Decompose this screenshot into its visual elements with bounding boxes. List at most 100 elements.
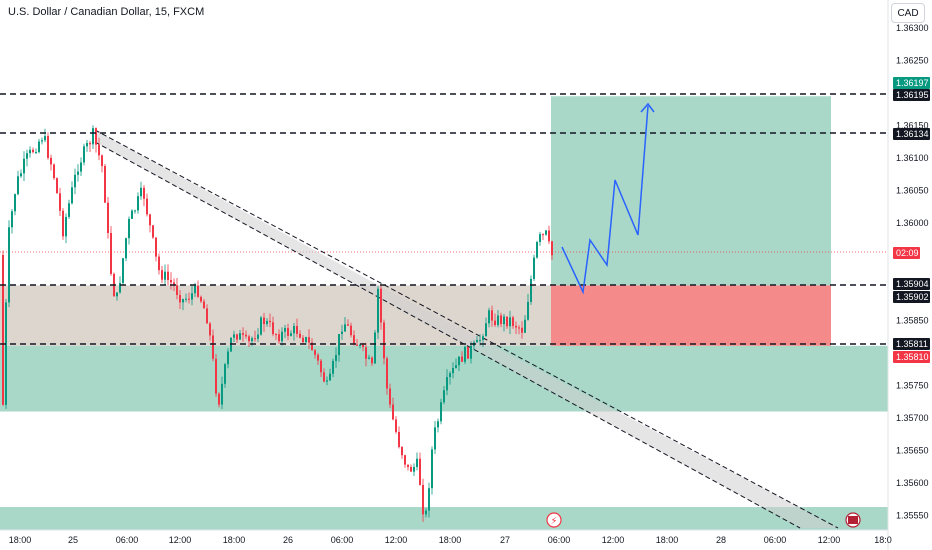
- candle-body: [17, 176, 19, 195]
- level-price-tag-box: [893, 291, 930, 303]
- price-tick-label: 1.36050: [896, 186, 929, 196]
- candle-body: [83, 146, 85, 163]
- candle-body: [353, 335, 355, 345]
- candle-body: [338, 334, 340, 356]
- candle-body: [464, 346, 466, 362]
- projection-path: [561, 105, 649, 295]
- candle-body: [77, 171, 79, 175]
- level-price-tag: 1.35902: [893, 291, 930, 303]
- candle-body: [368, 357, 370, 359]
- candle-body: [275, 334, 277, 336]
- candle-body: [416, 458, 418, 467]
- candle-body: [50, 157, 52, 165]
- candle-body: [251, 338, 253, 342]
- candle-body: [509, 317, 511, 327]
- candle-body: [191, 293, 193, 300]
- candle-body: [521, 327, 523, 333]
- candle-body: [488, 310, 490, 324]
- level-price-tag: 1.35810: [893, 351, 930, 363]
- candle-body: [359, 344, 361, 346]
- candle-body: [203, 301, 205, 309]
- candle-body: [122, 258, 124, 283]
- candle-body: [158, 256, 160, 271]
- candle-body: [29, 149, 31, 154]
- candle-body: [395, 419, 397, 432]
- candle-body: [536, 242, 538, 258]
- us-flag-stripes: [848, 516, 858, 524]
- candle-body: [428, 488, 430, 511]
- currency-button[interactable]: CAD: [891, 3, 925, 23]
- candle-body: [482, 336, 484, 340]
- candle-body: [212, 335, 214, 359]
- candle-body: [152, 225, 154, 238]
- candle-body: [182, 299, 184, 303]
- candle-body: [149, 214, 151, 226]
- level-price-tag-text: 1.35902: [896, 292, 929, 302]
- countdown-tag-text: 02:09: [896, 248, 919, 258]
- candle-body: [440, 402, 442, 422]
- candle-body: [263, 317, 265, 325]
- candle-body: [242, 333, 244, 335]
- candle-body: [233, 334, 235, 338]
- candle-body: [455, 365, 457, 369]
- candle-body: [179, 295, 181, 303]
- candle-body: [419, 458, 421, 485]
- candle-body: [110, 233, 112, 274]
- candle-body: [209, 323, 211, 336]
- candle-body: [344, 324, 346, 332]
- price-tick-label: 1.35650: [896, 446, 929, 456]
- level-price-tag-text: 1.36195: [896, 90, 929, 100]
- candle-body: [20, 173, 22, 177]
- candle-body: [404, 455, 406, 465]
- candle-body: [350, 325, 352, 336]
- stop-zone: [551, 285, 831, 346]
- candle-body: [335, 355, 337, 361]
- candle-body: [407, 464, 409, 467]
- candle-body: [44, 136, 46, 141]
- candle-body: [236, 334, 238, 340]
- price-tick-label: 1.35850: [896, 316, 929, 326]
- candle-body: [185, 298, 187, 300]
- candles: [2, 125, 553, 522]
- time-tick-label: 12:00: [169, 535, 192, 545]
- candle-body: [167, 271, 169, 280]
- candle-body: [311, 342, 313, 351]
- time-tick-label: 12:00: [818, 535, 841, 545]
- channel-upper-line: [94, 129, 839, 529]
- candle-body: [206, 308, 208, 324]
- candle-body: [458, 356, 460, 366]
- candle-body: [140, 187, 142, 197]
- candle-body: [347, 324, 349, 326]
- candle-body: [551, 241, 553, 256]
- candle-body: [266, 320, 268, 325]
- channel-lower-line: [94, 141, 801, 529]
- time-tick-label: 06:00: [548, 535, 571, 545]
- candle-body: [320, 360, 322, 373]
- candle-body: [161, 270, 163, 280]
- candle-body: [71, 187, 73, 204]
- candle-body: [371, 357, 373, 364]
- candle-body: [425, 510, 427, 515]
- level-price-tag-box: [893, 351, 930, 363]
- candle-body: [80, 162, 82, 172]
- candle-body: [284, 327, 286, 332]
- candle-body: [470, 345, 472, 359]
- candle-body: [131, 210, 133, 219]
- candle-body: [437, 421, 439, 428]
- candle-body: [62, 210, 64, 237]
- candle-body: [68, 203, 70, 217]
- candle-body: [92, 128, 94, 145]
- candle-body: [383, 322, 385, 359]
- candle-body: [47, 136, 49, 158]
- candle-body: [2, 255, 4, 405]
- level-price-tag-text: 1.35811: [896, 339, 928, 349]
- level-price-tag-box: [893, 338, 930, 350]
- target-zone: [551, 96, 831, 286]
- flash-icon-glyph: ⚡: [550, 516, 557, 527]
- candle-body: [533, 257, 535, 279]
- candle-body: [461, 356, 463, 362]
- price-tick-label: 1.36100: [896, 153, 929, 163]
- candle-body: [362, 344, 364, 348]
- candle-body: [401, 446, 403, 456]
